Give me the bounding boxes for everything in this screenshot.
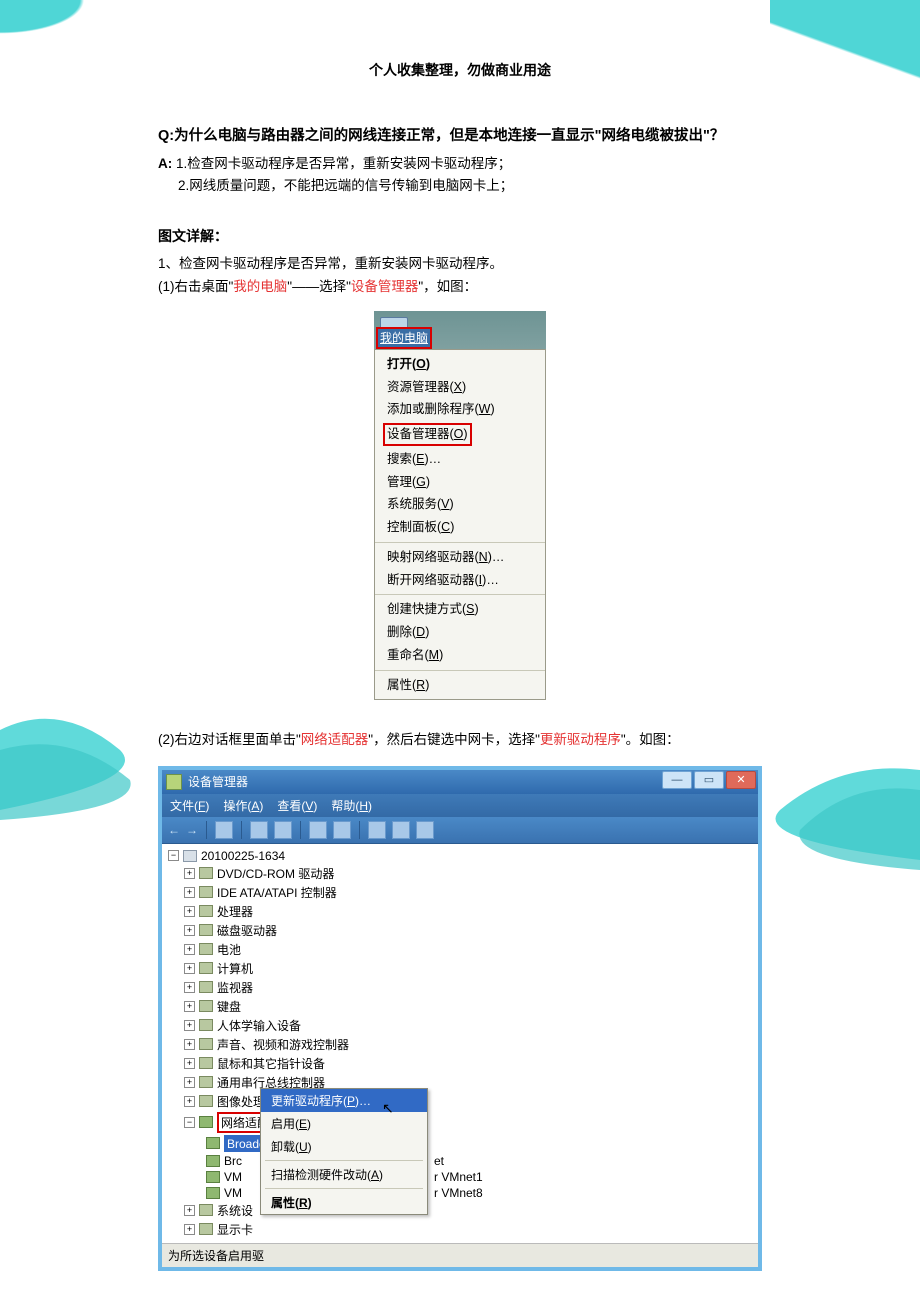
toolbar-icon[interactable] — [309, 821, 327, 839]
tree-node[interactable]: +电池 — [166, 940, 758, 959]
toolbar-icon[interactable] — [215, 821, 233, 839]
tree-node-network-adapter[interactable]: −网络适配器 — [166, 1111, 758, 1134]
window-buttons: — ▭ ✕ — [662, 771, 756, 789]
dm-toolbar: ←→ — [162, 817, 758, 844]
tree-node[interactable]: +显示卡 — [166, 1220, 758, 1239]
dm-menubar: 文件(F) 操作(A) 查看(V) 帮助(H) — [162, 794, 758, 817]
minimize-button[interactable]: — — [662, 771, 692, 789]
tree-leaf[interactable]: Broadcom 802.11g 网络适配器 — [166, 1134, 758, 1153]
tree-node[interactable]: +DVD/CD-ROM 驱动器 — [166, 864, 758, 883]
tree-node[interactable]: +处理器 — [166, 902, 758, 921]
desktop-icon-area: 我的电脑 — [374, 311, 546, 349]
toolbar-icon[interactable] — [274, 821, 292, 839]
dm-title-icon — [166, 774, 182, 790]
dm-menu-item[interactable]: 操作(A) — [223, 797, 263, 814]
header-note: 个人收集整理，勿做商业用途 — [158, 60, 762, 80]
truncated-text: r VMnet8 — [434, 1186, 483, 1200]
context-menu-item[interactable]: 映射网络驱动器(N)… — [375, 546, 545, 569]
dm-ctx-item[interactable]: 属性(R) — [261, 1191, 427, 1214]
step1: 1、检查网卡驱动程序是否异常，重新安装网卡驱动程序。 — [158, 252, 762, 276]
dm-menu-item[interactable]: 查看(V) — [277, 797, 317, 814]
dm-ctx-item[interactable]: 启用(E) — [261, 1112, 427, 1135]
tree-node[interactable]: +系统设 — [166, 1201, 758, 1220]
tree-leaf[interactable]: VMr VMnet1 — [166, 1169, 758, 1185]
menu-separator — [265, 1188, 423, 1189]
dm-ctx-item[interactable]: 扫描检测硬件改动(A) — [261, 1163, 427, 1186]
toolbar-icon[interactable] — [392, 821, 410, 839]
context-menu-item[interactable]: 创建快捷方式(S) — [375, 598, 545, 621]
dm-menu-item[interactable]: 帮助(H) — [331, 797, 372, 814]
dm-ctx-item[interactable]: 更新驱动程序(P)… — [261, 1089, 427, 1112]
context-menu: 打开(O)资源管理器(X)添加或删除程序(W)设备管理器(O)搜索(E)…管理(… — [374, 349, 546, 701]
tree-node[interactable]: +声音、视频和游戏控制器 — [166, 1035, 758, 1054]
tree-node[interactable]: +鼠标和其它指针设备 — [166, 1054, 758, 1073]
truncated-text: et — [434, 1154, 444, 1168]
dm-title: 设备管理器 — [188, 773, 248, 790]
step2: (2)右边对话框里面单击"网络适配器"，然后右键选中网卡，选择"更新驱动程序"。… — [158, 728, 762, 752]
dm-statusbar: 为所选设备启用驱 — [162, 1243, 758, 1267]
question-line: Q:为什么电脑与路由器之间的网线连接正常，但是本地连接一直显示"网络电缆被拔出"… — [158, 124, 762, 145]
truncated-text: r VMnet1 — [434, 1170, 483, 1184]
dm-ctx-item[interactable]: 卸载(U) — [261, 1135, 427, 1158]
dm-menu-item[interactable]: 文件(F) — [170, 797, 209, 814]
step1-sub: (1)右击桌面"我的电脑"——选择"设备管理器"，如图： — [158, 275, 762, 299]
toolbar-icon[interactable] — [250, 821, 268, 839]
dm-tree: ↖ −20100225-1634+DVD/CD-ROM 驱动器+IDE ATA/… — [162, 844, 758, 1243]
maximize-button[interactable]: ▭ — [694, 771, 724, 789]
tree-node[interactable]: +人体学输入设备 — [166, 1016, 758, 1035]
tree-leaf[interactable]: Brcet — [166, 1153, 758, 1169]
context-menu-item[interactable]: 打开(O) — [375, 353, 545, 376]
red-net-adapter: 网络适配器 — [301, 732, 369, 747]
context-menu-item[interactable]: 资源管理器(X) — [375, 376, 545, 399]
dm-titlebar: 设备管理器 — ▭ ✕ — [162, 770, 758, 794]
context-menu-item-highlight[interactable]: 设备管理器(O) — [383, 423, 472, 446]
context-menu-item[interactable]: 重命名(M) — [375, 644, 545, 667]
red-my-computer: 我的电脑 — [233, 279, 287, 294]
context-menu-item[interactable]: 系统服务(V) — [375, 493, 545, 516]
context-menu-screenshot: 我的电脑 打开(O)资源管理器(X)添加或删除程序(W)设备管理器(O)搜索(E… — [374, 311, 546, 701]
q-text: 为什么电脑与路由器之间的网线连接正常，但是本地连接一直显示"网络电缆被拔出"？ — [174, 128, 724, 144]
cursor-icon: ↖ — [382, 1100, 394, 1117]
a1-text: 1.检查网卡驱动程序是否异常，重新安装网卡驱动程序； — [176, 156, 511, 171]
context-menu-item[interactable]: 添加或删除程序(W) — [375, 398, 545, 421]
q-prefix: Q: — [158, 128, 174, 144]
red-update-driver: 更新驱动程序 — [540, 732, 621, 747]
context-menu-item[interactable]: 断开网络驱动器(I)… — [375, 569, 545, 592]
a-prefix: A: — [158, 156, 172, 171]
device-manager-window: 设备管理器 — ▭ ✕ 文件(F) 操作(A) 查看(V) 帮助(H) ←→ ↖ — [158, 766, 762, 1271]
tree-node[interactable]: +通用串行总线控制器 — [166, 1073, 758, 1092]
tree-root[interactable]: −20100225-1634 — [166, 848, 758, 864]
close-button[interactable]: ✕ — [726, 771, 756, 789]
context-menu-item[interactable]: 删除(D) — [375, 621, 545, 644]
section-title: 图文详解： — [158, 226, 762, 246]
menu-separator — [265, 1160, 423, 1161]
tree-node[interactable]: +IDE ATA/ATAPI 控制器 — [166, 883, 758, 902]
answer-line-1: A: 1.检查网卡驱动程序是否异常，重新安装网卡驱动程序； — [158, 153, 762, 175]
tree-node[interactable]: +磁盘驱动器 — [166, 921, 758, 940]
toolbar-icon[interactable] — [368, 821, 386, 839]
tree-node[interactable]: +监视器 — [166, 978, 758, 997]
context-menu-item[interactable]: 搜索(E)… — [375, 448, 545, 471]
context-menu-item[interactable]: 管理(G) — [375, 471, 545, 494]
tree-node[interactable]: +键盘 — [166, 997, 758, 1016]
tree-node[interactable]: +计算机 — [166, 959, 758, 978]
my-computer-label-highlight: 我的电脑 — [376, 327, 432, 349]
tree-node[interactable]: +图像处理设备 — [166, 1092, 758, 1111]
dm-context-menu: 更新驱动程序(P)…启用(E)卸载(U) 扫描检测硬件改动(A) 属性(R) — [260, 1088, 428, 1215]
red-device-manager: 设备管理器 — [351, 279, 419, 294]
tree-leaf[interactable]: VMr VMnet8 — [166, 1185, 758, 1201]
toolbar-icon[interactable] — [416, 821, 434, 839]
toolbar-icon[interactable] — [333, 821, 351, 839]
answer-line-2: 2.网线质量问题，不能把远端的信号传输到电脑网卡上； — [178, 175, 762, 197]
context-menu-item[interactable]: 控制面板(C) — [375, 516, 545, 539]
context-menu-item[interactable]: 属性(R) — [375, 674, 545, 697]
